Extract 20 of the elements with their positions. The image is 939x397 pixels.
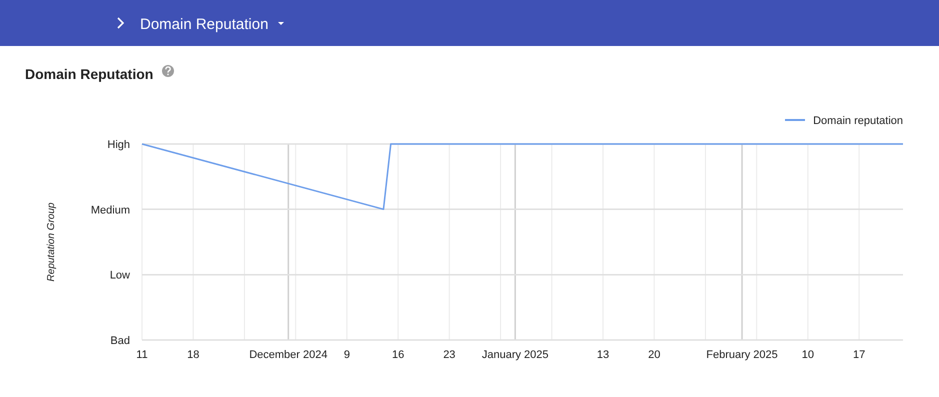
x-tick-label: February 2025 xyxy=(706,349,778,361)
x-tick-label: 16 xyxy=(392,349,404,361)
ref-line-label: High xyxy=(107,139,130,151)
x-tick-label: 20 xyxy=(648,349,660,361)
x-tick-label: 17 xyxy=(852,349,866,361)
x-tick-label: 13 xyxy=(596,349,610,361)
ref-line-label: Low xyxy=(110,270,130,282)
legend-label: Domain reputation xyxy=(813,115,903,127)
x-tick-label: 18 xyxy=(187,349,200,361)
x-tick-label: 23 xyxy=(443,349,456,361)
ref-line-label: Medium xyxy=(90,204,130,216)
text: Domain Reputation xyxy=(140,16,268,33)
x-tick-label: 11 xyxy=(136,349,148,361)
x-tick-label: 10 xyxy=(802,349,814,361)
ref-line-label: Bad xyxy=(110,335,130,347)
x-tick-label: January 2025 xyxy=(482,349,549,361)
x-tick-label: December 2024 xyxy=(249,349,328,361)
text: Reputation Group xyxy=(46,202,57,282)
chart-title: Domain Reputation xyxy=(25,66,154,82)
x-tick-label: 9 xyxy=(344,349,350,361)
